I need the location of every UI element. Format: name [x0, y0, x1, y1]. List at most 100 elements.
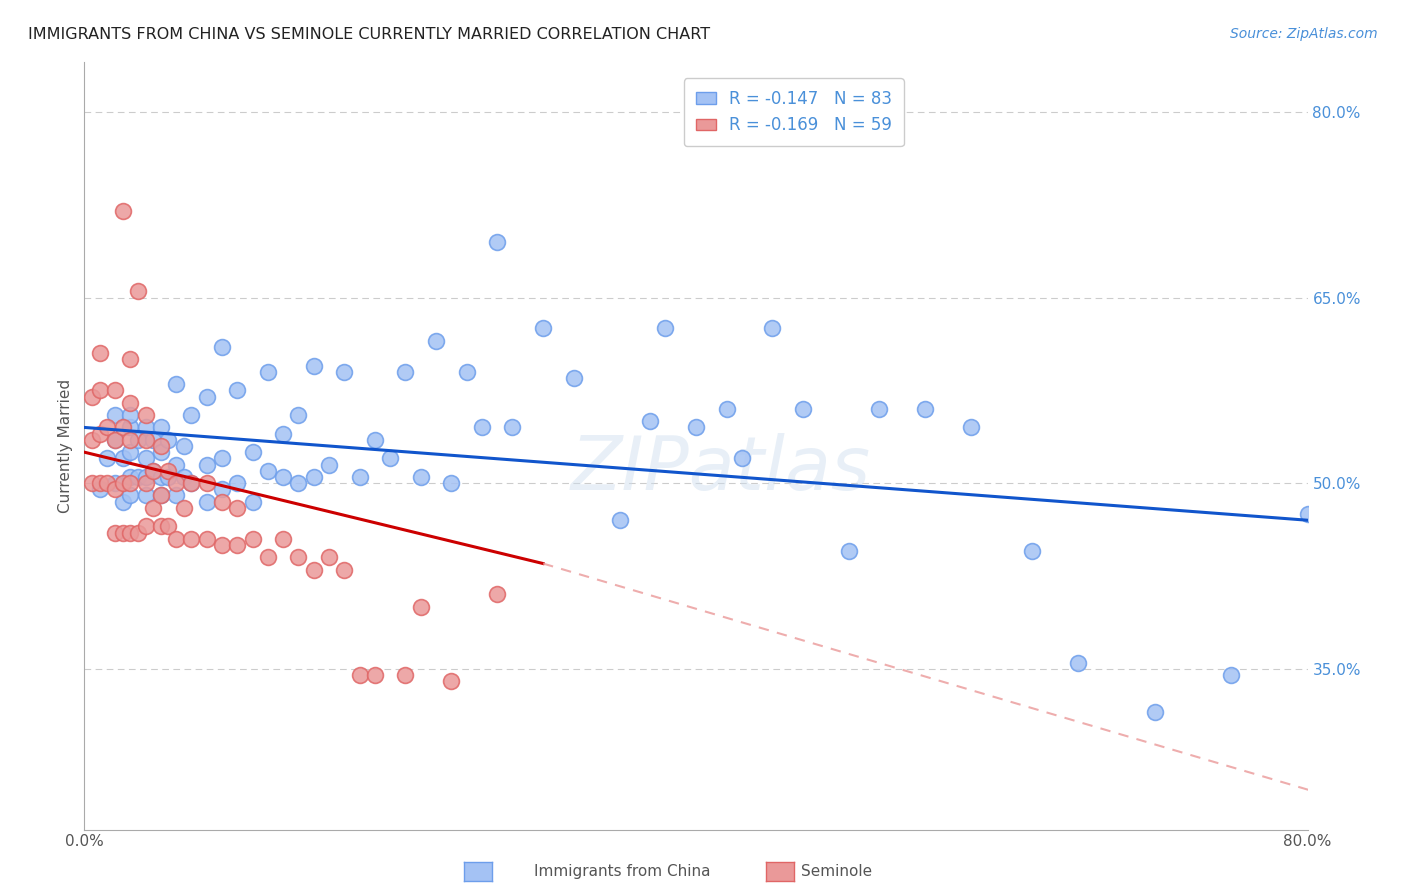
Point — [149, 488, 172, 502]
Point — [149, 420, 172, 434]
Point — [135, 420, 157, 434]
Point — [120, 476, 142, 491]
Point — [638, 414, 661, 428]
Y-axis label: Currently Married: Currently Married — [58, 379, 73, 513]
Point — [120, 488, 142, 502]
Point — [271, 470, 294, 484]
Point — [211, 494, 233, 508]
Point — [104, 483, 127, 497]
Point — [287, 408, 309, 422]
Point — [394, 365, 416, 379]
Point — [226, 476, 249, 491]
Point — [111, 203, 134, 218]
Point — [157, 464, 180, 478]
Point — [960, 420, 983, 434]
Point — [456, 365, 478, 379]
Point — [96, 451, 118, 466]
Point — [120, 470, 142, 484]
Point — [333, 365, 356, 379]
Point — [104, 384, 127, 398]
Point — [1021, 544, 1043, 558]
Point — [914, 401, 936, 416]
Point — [165, 488, 187, 502]
Point — [349, 470, 371, 484]
Point — [111, 525, 134, 540]
Point — [104, 525, 127, 540]
Point — [609, 513, 631, 527]
Point — [180, 476, 202, 491]
Point — [226, 500, 249, 515]
Point — [142, 464, 165, 478]
Point — [127, 433, 149, 447]
Point — [165, 458, 187, 472]
Point — [195, 494, 218, 508]
Point — [226, 538, 249, 552]
Point — [333, 563, 356, 577]
Point — [149, 445, 172, 459]
Point — [409, 599, 432, 614]
Point — [562, 371, 585, 385]
Point — [142, 464, 165, 478]
Point — [165, 476, 187, 491]
Point — [211, 340, 233, 354]
Point — [302, 359, 325, 373]
Point — [127, 470, 149, 484]
Point — [104, 476, 127, 491]
Point — [127, 525, 149, 540]
Point — [287, 476, 309, 491]
Point — [111, 494, 134, 508]
Point — [135, 488, 157, 502]
Point — [111, 451, 134, 466]
Point — [242, 445, 264, 459]
Point — [135, 476, 157, 491]
Point — [135, 519, 157, 533]
Point — [135, 451, 157, 466]
Point — [486, 235, 509, 249]
Point — [731, 451, 754, 466]
Point — [211, 451, 233, 466]
Point — [271, 426, 294, 441]
Point — [1296, 507, 1319, 521]
Point — [195, 390, 218, 404]
Legend: R = -0.147   N = 83, R = -0.169   N = 59: R = -0.147 N = 83, R = -0.169 N = 59 — [683, 78, 904, 146]
Point — [120, 420, 142, 434]
Point — [80, 433, 103, 447]
Point — [120, 433, 142, 447]
Point — [89, 483, 111, 497]
Point — [364, 668, 387, 682]
Point — [287, 550, 309, 565]
Point — [195, 532, 218, 546]
Point — [89, 384, 111, 398]
Point — [120, 408, 142, 422]
Text: Seminole: Seminole — [801, 863, 873, 879]
Point — [318, 550, 340, 565]
Point — [173, 439, 195, 453]
Point — [242, 494, 264, 508]
Point — [211, 538, 233, 552]
Point — [318, 458, 340, 472]
Point — [211, 483, 233, 497]
Point — [120, 395, 142, 409]
Point — [364, 433, 387, 447]
Point — [165, 532, 187, 546]
Point — [195, 458, 218, 472]
Point — [142, 500, 165, 515]
Point — [173, 470, 195, 484]
Point — [1143, 705, 1166, 719]
Point — [685, 420, 707, 434]
Point — [104, 433, 127, 447]
Point — [531, 321, 554, 335]
Text: Source: ZipAtlas.com: Source: ZipAtlas.com — [1230, 27, 1378, 41]
Point — [792, 401, 814, 416]
Point — [157, 470, 180, 484]
Point — [157, 433, 180, 447]
Point — [135, 470, 157, 484]
Point — [180, 476, 202, 491]
Point — [486, 587, 509, 601]
Text: IMMIGRANTS FROM CHINA VS SEMINOLE CURRENTLY MARRIED CORRELATION CHART: IMMIGRANTS FROM CHINA VS SEMINOLE CURREN… — [28, 27, 710, 42]
Point — [1220, 668, 1243, 682]
Point — [180, 532, 202, 546]
Point — [149, 488, 172, 502]
Point — [120, 445, 142, 459]
Point — [257, 550, 280, 565]
